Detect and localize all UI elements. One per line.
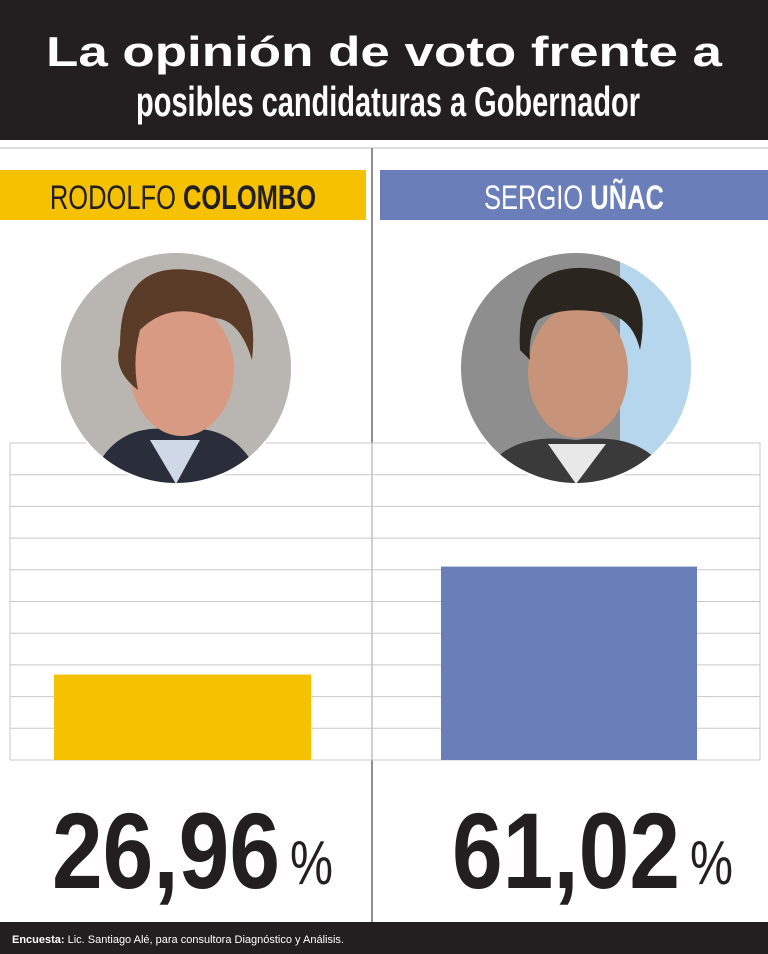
value-unit: % bbox=[690, 829, 733, 898]
photo-left bbox=[60, 252, 292, 484]
value-unit: % bbox=[290, 829, 333, 898]
footer-label: Encuesta: bbox=[12, 934, 65, 946]
candidate-name: SERGIO UÑAC bbox=[484, 178, 664, 216]
bars bbox=[54, 566, 697, 760]
value-label: 26,96 bbox=[52, 790, 280, 911]
photos bbox=[59, 251, 693, 485]
candidate-header-band bbox=[380, 170, 768, 220]
photo-right bbox=[460, 252, 692, 484]
value-labels: 26,96% 61,02% bbox=[52, 790, 733, 911]
bar bbox=[54, 674, 311, 760]
value-label: 61,02 bbox=[452, 790, 680, 911]
footer: Encuesta: Lic. Santiago Alé, para consult… bbox=[12, 934, 344, 946]
footer-text: Lic. Santiago Alé, para consultora Diagn… bbox=[68, 934, 344, 946]
title-band bbox=[0, 0, 768, 140]
bar bbox=[441, 566, 697, 760]
title-group: La opinión de voto frente a posibles can… bbox=[46, 28, 723, 125]
chart-title: La opinión de voto frente a posibles can… bbox=[46, 28, 723, 125]
candidate-name: RODOLFO COLOMBO bbox=[50, 180, 316, 217]
candidate-header-band bbox=[0, 170, 366, 220]
footer-band bbox=[0, 922, 768, 954]
